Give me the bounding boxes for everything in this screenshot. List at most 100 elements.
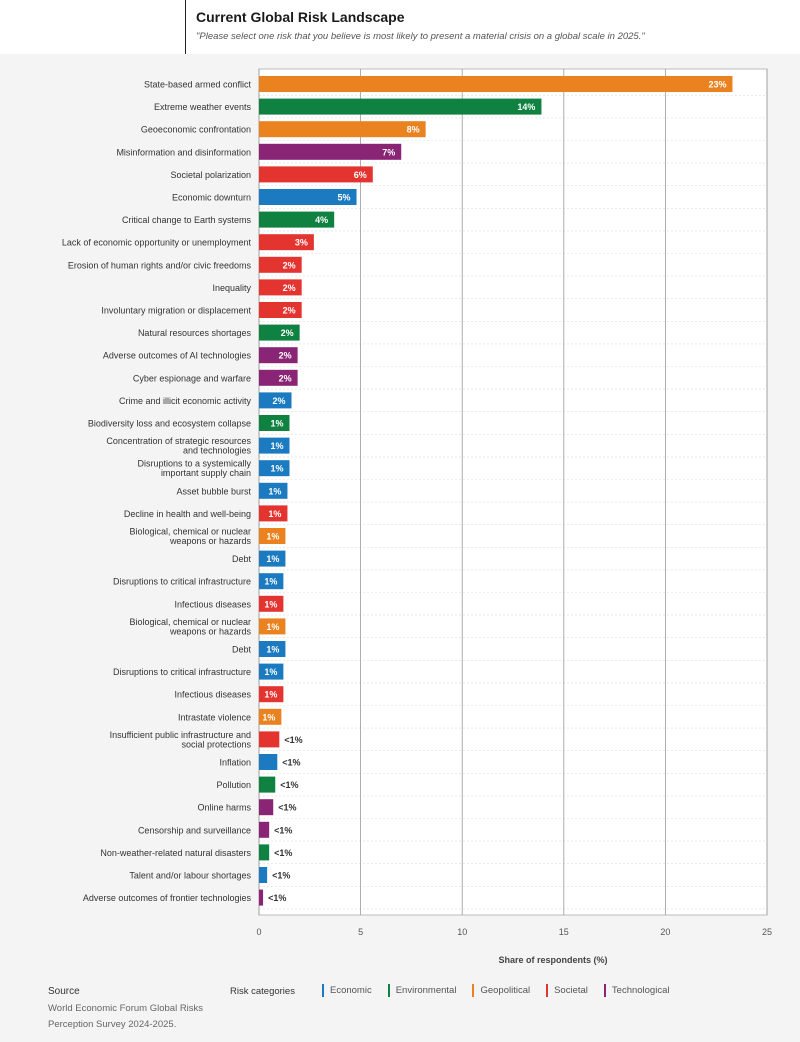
data-label: <1% [268,893,286,903]
category-label: Debt [232,645,252,655]
bar [259,121,426,138]
category-label: Intrastate violence [178,712,251,722]
bar [259,369,298,386]
category-label: Adverse outcomes of AI technologies [103,351,252,361]
category-label: Biological, chemical or nuclear [129,527,251,537]
category-label: weapons or hazards [169,626,252,636]
data-label: <1% [272,871,290,881]
category-label: Erosion of human rights and/or civic fre… [68,260,252,270]
bar [259,867,268,883]
bar [259,460,290,477]
data-label: 2% [283,306,296,316]
data-label: <1% [282,758,300,768]
bar [259,708,282,725]
bar [259,415,290,431]
category-label: Crime and illicit economic activity [119,396,252,406]
bar [259,754,278,770]
bar [259,482,288,499]
category-label: Disruptions to a systemically [137,459,251,469]
header-divider [185,0,186,54]
bar [259,392,292,409]
data-label: 1% [264,599,277,609]
category-label: important supply chain [161,468,251,478]
chart-subtitle: "Please select one risk that you believe… [196,31,645,42]
bar [259,256,302,273]
x-tick-label: 5 [358,927,363,937]
data-label: 1% [262,712,275,722]
data-label: <1% [274,825,292,835]
x-axis-label: Share of respondents (%) [498,955,607,965]
bar [259,550,286,567]
data-label: 7% [382,147,395,157]
data-label: 8% [407,125,420,135]
bar [259,821,270,838]
bar [259,528,286,544]
data-label: 3% [295,238,308,248]
header: Current Global Risk Landscape "Please se… [0,0,800,54]
data-label: <1% [280,780,298,790]
data-label: 1% [270,464,283,474]
data-label: 14% [517,102,535,112]
category-label: Non-weather-related natural disasters [100,848,251,858]
category-label: Asset bubble burst [176,486,251,496]
data-label: 2% [272,396,285,406]
category-label: Adverse outcomes of frontier technologie… [83,893,252,903]
data-label: 1% [266,622,279,632]
bar [259,302,302,318]
data-label: 2% [283,260,296,270]
category-label: Talent and/or labour shortages [129,871,251,881]
bar [259,595,284,612]
category-label: Lack of economic opportunity or unemploy… [62,238,252,248]
bar [259,234,314,251]
bar [259,776,276,793]
category-label: and technologies [183,446,252,456]
bar [259,889,264,906]
category-label: Economic downturn [172,193,251,203]
category-label: Societal polarization [170,170,251,180]
data-label: 2% [279,373,292,383]
data-label: 1% [264,667,277,677]
category-label: social protections [181,739,251,749]
bar [259,573,284,590]
chart-panel: 0 5 10 15 20 25 Share of respondents (%) State-… [0,54,800,1042]
category-label: Involuntary migration or displacement [101,306,251,316]
category-label: Decline in health and well-being [124,509,251,519]
data-label: 6% [354,170,367,180]
data-label: 2% [283,283,296,293]
data-label: <1% [278,803,296,813]
data-label: 2% [279,351,292,361]
data-label: 1% [268,509,281,519]
data-label: <1% [284,735,302,745]
bar [259,98,542,115]
category-label: Disruptions to critical infrastructure [113,577,251,587]
category-label: Misinformation and disinformation [116,147,251,157]
plot-area [258,68,768,916]
category-label: Biodiversity loss and ecosystem collapse [88,419,251,429]
data-label: 4% [315,215,328,225]
category-label: Natural resources shortages [138,328,252,338]
category-label: Extreme weather events [154,102,252,112]
category-label: Debt [232,554,252,564]
category-label: State-based armed conflict [144,80,252,90]
bar [259,76,733,92]
data-label: 2% [281,328,294,338]
bar [259,618,286,635]
data-label: <1% [274,848,292,858]
bar [259,641,286,657]
bar [259,324,300,341]
bar [259,189,357,205]
category-label: Inflation [219,758,251,768]
data-label: 23% [708,80,726,90]
bar [259,663,284,680]
data-label: 1% [266,645,279,655]
bar [259,731,280,748]
x-tick-label: 15 [559,927,569,937]
bar [259,143,402,160]
bar [259,505,288,522]
x-tick-label: 20 [660,927,670,937]
bar [259,166,373,183]
x-tick-label: 0 [256,927,261,937]
category-label: Infectious diseases [174,690,251,700]
bar-chart: 0 5 10 15 20 25 Share of respondents (%) State-… [62,68,772,965]
category-label: Cyber espionage and warfare [133,373,251,383]
